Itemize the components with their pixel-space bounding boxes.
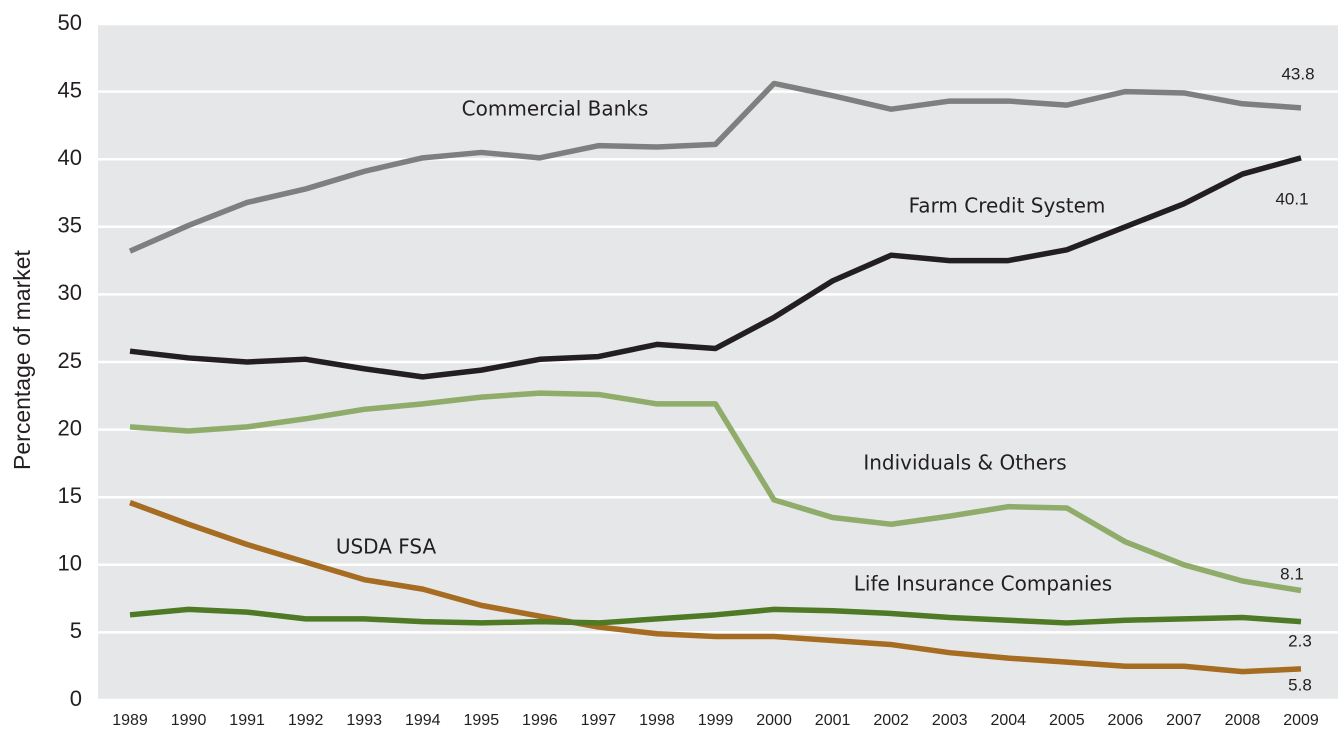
series-label: Individuals & Others xyxy=(863,451,1066,475)
x-tick-label: 1998 xyxy=(639,712,675,729)
x-tick-label: 1993 xyxy=(346,712,382,729)
series-line xyxy=(128,80,1302,254)
series-line xyxy=(129,606,1302,626)
y-tick-label: 25 xyxy=(58,348,82,373)
y-tick-label: 40 xyxy=(58,145,82,170)
x-tick-label: 2003 xyxy=(932,712,968,729)
end-value-label: 2.3 xyxy=(1288,631,1312,650)
y-tick-label: 50 xyxy=(58,10,82,35)
x-tick-label: 2008 xyxy=(1225,712,1261,729)
x-tick-label: 2004 xyxy=(990,712,1026,729)
series-label: Farm Credit System xyxy=(909,194,1106,218)
y-tick-label: 35 xyxy=(58,213,82,238)
end-value-label: 43.8 xyxy=(1281,64,1314,83)
y-axis-label: Percentage of market xyxy=(9,249,35,470)
y-tick-label: 0 xyxy=(70,686,82,711)
y-tick-label: 45 xyxy=(58,77,82,102)
series-line xyxy=(129,155,1302,380)
x-tick-label: 2000 xyxy=(756,712,792,729)
x-tick-label: 1995 xyxy=(464,712,500,729)
x-tick-label: 1990 xyxy=(171,712,207,729)
x-tick-label: 2006 xyxy=(1108,712,1144,729)
x-tick-label: 1991 xyxy=(229,712,265,729)
x-tick-label: 1992 xyxy=(288,712,324,729)
series-line xyxy=(129,390,1302,594)
y-tick-label: 5 xyxy=(70,618,82,643)
series-line xyxy=(129,500,1302,675)
y-tick-label: 10 xyxy=(58,551,82,576)
x-tick-label: 2009 xyxy=(1283,712,1319,729)
x-tick-label: 1989 xyxy=(112,712,148,729)
y-tick-label: 15 xyxy=(58,483,82,508)
y-tick-label: 30 xyxy=(58,280,82,305)
series-label: Life Insurance Companies xyxy=(854,572,1112,596)
x-tick-label: 2005 xyxy=(1049,712,1085,729)
x-tick-label: 2007 xyxy=(1166,712,1202,729)
x-tick-label: 1999 xyxy=(698,712,734,729)
x-tick-label: 2002 xyxy=(873,712,909,729)
end-value-label: 5.8 xyxy=(1288,675,1312,694)
x-tick-label: 1996 xyxy=(522,712,558,729)
y-tick-label: 20 xyxy=(58,415,82,440)
end-value-label: 40.1 xyxy=(1275,189,1308,208)
x-tick-label: 1994 xyxy=(405,712,441,729)
end-value-label: 8.1 xyxy=(1280,564,1304,583)
series-label: USDA FSA xyxy=(336,535,437,559)
series-label: Commercial Banks xyxy=(462,97,649,121)
x-tick-label: 1997 xyxy=(581,712,617,729)
x-tick-label: 2001 xyxy=(815,712,851,729)
